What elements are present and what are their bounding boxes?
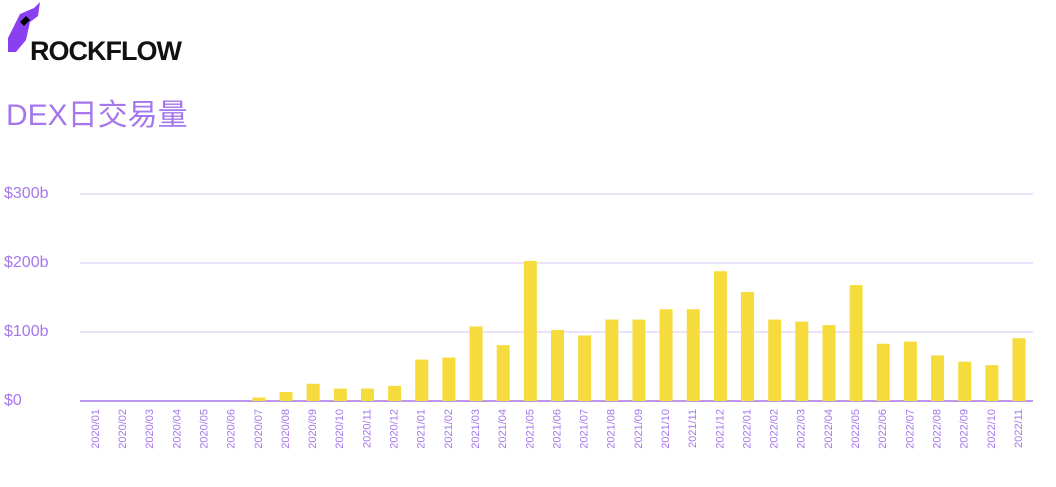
x-tick-label: 2022/09	[959, 409, 971, 449]
x-tick-label: 2021/10	[660, 409, 672, 449]
x-tick-label: 2020/08	[280, 409, 292, 449]
x-tick-label: 2021/08	[606, 409, 618, 449]
bar	[985, 365, 999, 401]
bar	[822, 325, 836, 401]
bar	[415, 359, 429, 401]
x-tick-label: 2021/03	[470, 409, 482, 449]
x-tick-label: 2020/06	[226, 409, 238, 449]
logo: ROCKFLOW	[8, 2, 183, 66]
x-tick-label: 2022/05	[850, 409, 862, 449]
bar	[795, 321, 809, 401]
x-tick-label: 2021/11	[687, 409, 699, 448]
y-tick-label: $100b	[4, 323, 49, 340]
bar	[279, 392, 293, 401]
bar	[333, 388, 347, 401]
bar	[252, 397, 266, 401]
x-tick-label: 2020/05	[198, 409, 210, 449]
bar	[931, 355, 945, 401]
bar	[605, 319, 619, 401]
x-tick-label: 2021/01	[416, 409, 428, 449]
y-tick-label: $300b	[4, 185, 49, 202]
bar	[551, 329, 564, 401]
x-tick-label: 2021/02	[443, 409, 455, 449]
x-tick-label: 2021/09	[633, 409, 645, 449]
x-tick-label: 2020/12	[389, 409, 401, 449]
y-tick-label: $200b	[4, 254, 49, 271]
bar	[876, 343, 890, 401]
bar	[578, 335, 592, 401]
x-tick-label: 2020/04	[171, 409, 183, 449]
bar	[713, 271, 727, 401]
x-tick-label: 2021/05	[524, 409, 536, 449]
bar	[496, 345, 510, 401]
x-tick-label: 2021/06	[551, 409, 563, 449]
logo-icon	[8, 2, 40, 52]
x-tick-label: 2020/02	[117, 409, 129, 449]
logo-text: ROCKFLOW	[30, 36, 182, 66]
x-tick-label: 2021/12	[714, 409, 726, 449]
x-tick-label: 2021/04	[497, 409, 509, 449]
x-tick-label: 2020/10	[334, 409, 346, 449]
x-tick-label: 2021/07	[579, 409, 591, 449]
bar	[442, 357, 456, 401]
bar	[849, 285, 863, 401]
bar	[686, 309, 700, 401]
x-tick-label: 2020/01	[90, 409, 102, 449]
x-tick-label: 2022/07	[904, 409, 916, 449]
bar	[306, 383, 320, 401]
bar	[360, 388, 374, 401]
x-tick-label: 2022/01	[741, 409, 753, 449]
x-tick-label: 2020/11	[361, 409, 373, 448]
x-tick-label: 2022/02	[769, 409, 781, 449]
x-tick-label: 2022/04	[823, 409, 835, 449]
x-tick-label: 2022/10	[986, 409, 998, 449]
x-tick-label: 2020/07	[253, 409, 265, 449]
bar	[1012, 338, 1026, 401]
y-tick-label: $0	[4, 392, 22, 409]
x-tick-label: 2020/09	[307, 409, 319, 449]
bar	[632, 319, 646, 401]
bar	[903, 341, 917, 401]
x-tick-label: 2022/03	[796, 409, 808, 449]
x-tick-label: 2022/06	[877, 409, 889, 449]
bar	[958, 361, 972, 401]
chart-title: DEX日交易量	[6, 99, 188, 132]
x-tick-label: 2022/11	[1013, 409, 1025, 448]
bar	[523, 260, 537, 401]
bar	[388, 385, 402, 401]
bar	[469, 326, 483, 401]
logo-eye	[20, 16, 30, 26]
bar	[659, 309, 673, 401]
bar	[741, 291, 755, 401]
x-tick-label: 2022/08	[931, 409, 943, 449]
bar	[768, 319, 782, 401]
x-tick-label: 2020/03	[144, 409, 156, 449]
